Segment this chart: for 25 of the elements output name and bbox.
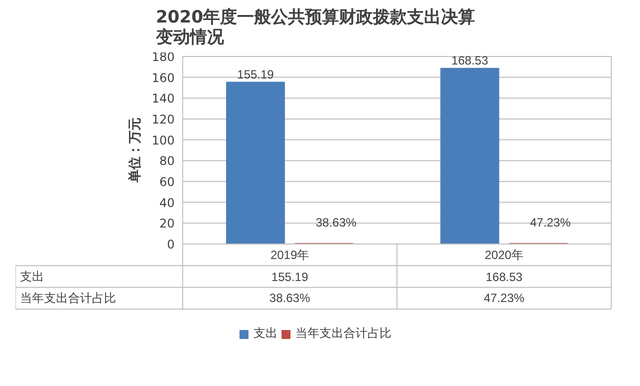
- text: 168.53: [451, 53, 488, 68]
- y-tick-label: 0: [167, 237, 175, 252]
- y-tick-label: 80: [159, 154, 175, 168]
- text: 38.63%: [316, 216, 356, 230]
- y-tick-label: 100: [152, 133, 175, 148]
- text: 当年支出合计占比: [20, 291, 116, 306]
- x-tick-label: 2019年: [270, 248, 310, 262]
- legend-label: 当年支出合计占比: [296, 325, 392, 342]
- data-label: 47.23%: [484, 291, 525, 306]
- y-tick-label: 40: [159, 196, 175, 210]
- text: 47.23%: [530, 215, 571, 230]
- y-axis-title: 单位：万元: [127, 118, 142, 184]
- y-tick-label: 160: [152, 70, 175, 85]
- data-label: 168.53: [486, 270, 523, 284]
- chart-title: 2020年度一般公共预算财政拨款支出决算变动情况: [154, 8, 476, 48]
- text: 支出: [20, 270, 44, 284]
- x-tick-label: 2020年: [484, 248, 524, 262]
- data-label: 155.19: [271, 270, 308, 284]
- y-tick-label: 140: [152, 92, 175, 106]
- y-tick-label: 60: [159, 174, 175, 189]
- y-tick-label: 120: [152, 112, 175, 126]
- data-label: 38.63%: [269, 291, 310, 306]
- y-tick-label: 20: [159, 216, 175, 231]
- legend-label: 支出: [254, 325, 278, 342]
- text: 155.19: [237, 67, 274, 82]
